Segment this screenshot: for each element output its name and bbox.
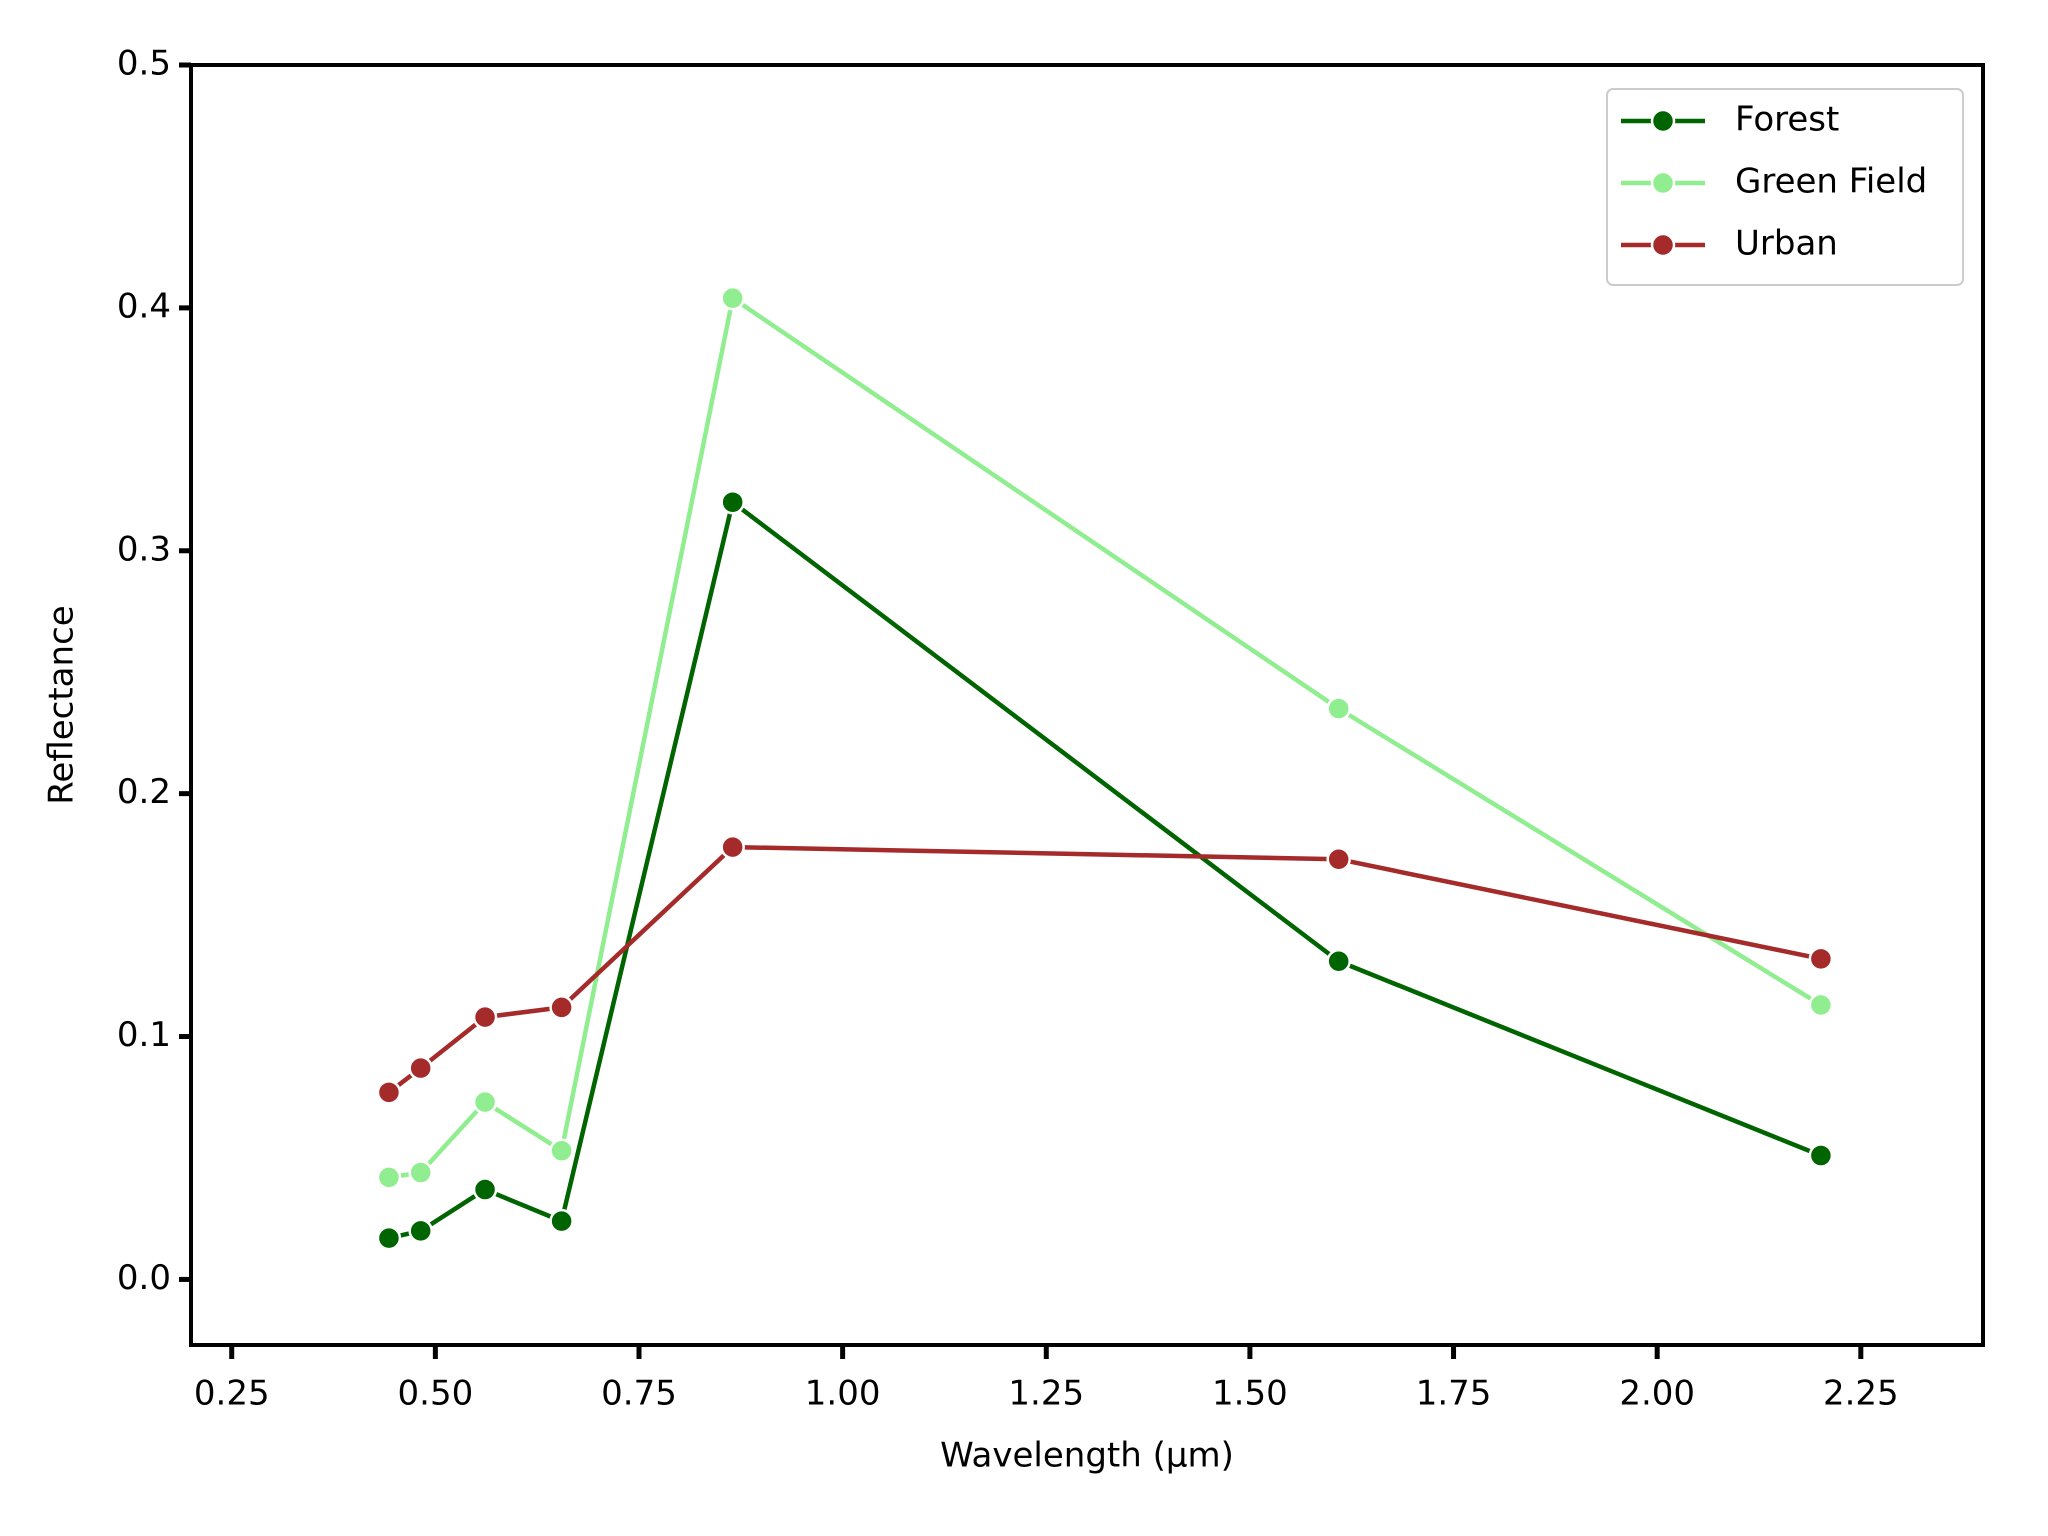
legend-label: Forest bbox=[1735, 100, 1839, 140]
x-tick-label: 2.25 bbox=[1823, 1374, 1899, 1414]
legend-box bbox=[1606, 88, 1964, 286]
data-point bbox=[549, 1208, 574, 1234]
data-point bbox=[1808, 992, 1834, 1018]
data-point bbox=[376, 1080, 402, 1105]
data-point bbox=[720, 834, 745, 860]
data-point bbox=[720, 489, 745, 515]
x-tick-label: 0.75 bbox=[601, 1374, 677, 1414]
x-tick-label: 2.00 bbox=[1619, 1374, 1695, 1414]
x-tick-label: 1.75 bbox=[1416, 1374, 1492, 1414]
data-point bbox=[1326, 846, 1351, 872]
data-point bbox=[549, 995, 574, 1020]
legend-marker bbox=[1650, 170, 1676, 196]
series-line bbox=[388, 499, 1822, 1241]
data-point bbox=[376, 1165, 402, 1190]
plot-frame bbox=[189, 63, 1985, 1347]
data-point bbox=[1326, 696, 1351, 721]
y-tick-label: 0.2 bbox=[117, 772, 171, 812]
data-point bbox=[1326, 948, 1351, 974]
legend-label: Urban bbox=[1735, 224, 1838, 264]
legend-marker bbox=[1650, 232, 1676, 258]
data-point bbox=[376, 1225, 402, 1251]
y-axis-label: Reflectance bbox=[42, 605, 82, 804]
y-tick-label: 0.5 bbox=[117, 44, 171, 84]
data-point bbox=[549, 1138, 574, 1163]
x-tick-label: 0.25 bbox=[194, 1374, 270, 1414]
y-tick-label: 0.3 bbox=[117, 529, 171, 569]
legend-marker bbox=[1650, 108, 1676, 134]
x-tick-label: 1.00 bbox=[805, 1374, 881, 1414]
data-point bbox=[472, 1177, 498, 1202]
y-tick-label: 0.4 bbox=[117, 286, 171, 326]
data-point bbox=[472, 1089, 498, 1115]
data-point bbox=[408, 1218, 433, 1244]
data-point bbox=[720, 285, 745, 311]
legend: Forest Green Field Urban bbox=[1606, 88, 1964, 286]
data-point bbox=[408, 1055, 433, 1081]
x-tick-label: 0.50 bbox=[398, 1374, 474, 1414]
data-point bbox=[408, 1160, 433, 1185]
y-tick-label: 0.1 bbox=[117, 1015, 171, 1055]
y-tick-label: 0.0 bbox=[117, 1258, 171, 1298]
data-point bbox=[1808, 946, 1834, 972]
legend-label: Green Field bbox=[1735, 162, 1927, 202]
x-tick-label: 1.25 bbox=[1008, 1374, 1084, 1414]
x-axis-label: Wavelength (μm) bbox=[940, 1436, 1234, 1476]
data-point bbox=[1808, 1143, 1834, 1168]
data-point bbox=[472, 1004, 498, 1030]
x-tick-label: 1.50 bbox=[1212, 1374, 1288, 1414]
series-line bbox=[387, 844, 1822, 1095]
